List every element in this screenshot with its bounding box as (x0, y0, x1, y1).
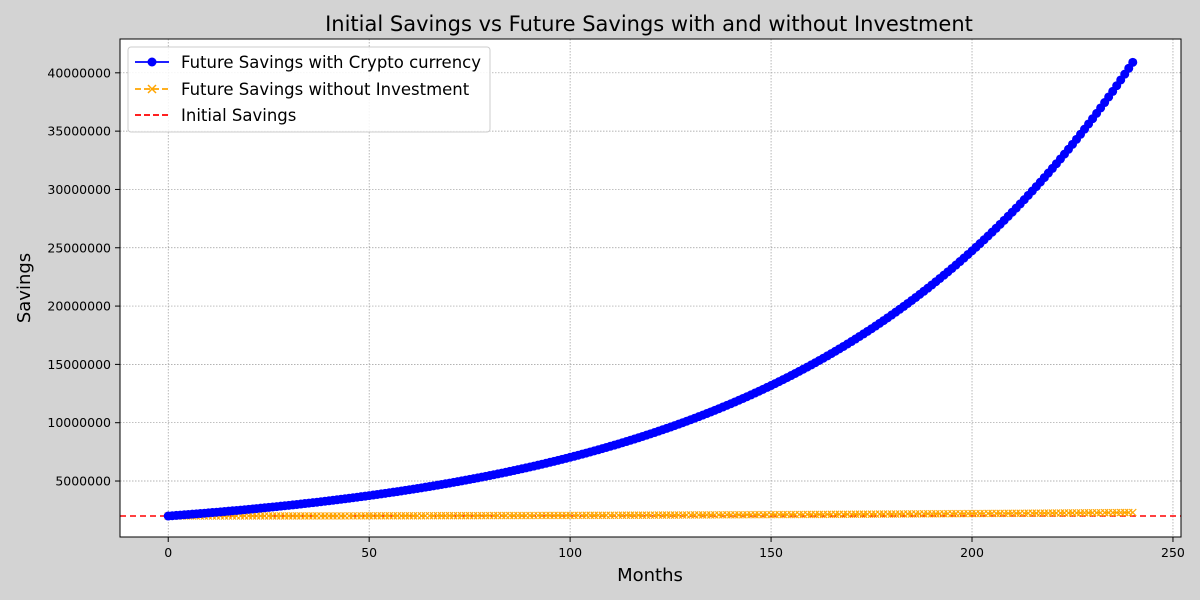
y-axis-title: Savings (14, 253, 35, 323)
series-layer (120, 57, 1181, 521)
y-tick-label: 35000000 (47, 124, 111, 139)
x-tick-label: 200 (960, 545, 984, 560)
legend-initial-label: Initial Savings (181, 106, 296, 125)
y-tick-label: 15000000 (47, 357, 111, 372)
no-investment-point (1128, 508, 1137, 517)
plot-frame (119, 38, 1182, 538)
legend-crypto-label: Future Savings with Crypto currency (181, 53, 481, 72)
grid (120, 39, 1181, 537)
x-tick-label: 100 (558, 545, 582, 560)
y-tick-label: 30000000 (47, 182, 111, 197)
legend-no-invest-label: Future Savings without Investment (181, 80, 470, 99)
chart-title: Initial Savings vs Future Savings with a… (325, 12, 973, 36)
tick-layer: 0 50 100 150 200 250 5000000 10000000 15000000 20… (47, 65, 1185, 560)
legend-no-invest-marker (147, 84, 157, 94)
legend-box (127, 46, 491, 133)
y-tick-label: 40000000 (47, 65, 111, 80)
x-axis-title: Months (617, 565, 683, 586)
y-tick-label: 20000000 (47, 299, 111, 314)
y-tick-label: 5000000 (55, 474, 111, 489)
y-tick-label: 25000000 (47, 240, 111, 255)
x-tick-label: 50 (361, 545, 377, 560)
x-tick-label: 250 (1161, 545, 1185, 560)
x-tick-label: 150 (759, 545, 783, 560)
legend-crypto-marker (147, 57, 157, 67)
y-tick-label: 10000000 (47, 415, 111, 430)
x-tick-label: 0 (164, 545, 172, 560)
legend: Future Savings with Crypto currency Futu… (127, 46, 491, 133)
crypto-point (1128, 57, 1138, 67)
